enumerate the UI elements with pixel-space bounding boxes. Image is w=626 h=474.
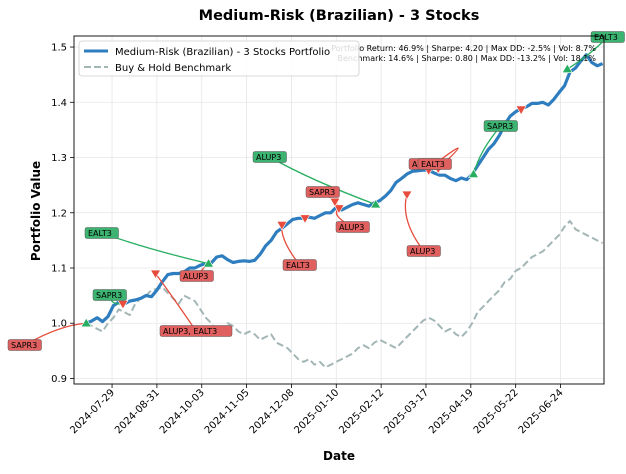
annotation-label: ALUP3 [256, 153, 281, 162]
x-axis-label: Date [323, 449, 355, 463]
annotation-label: SAPR3 [487, 122, 513, 131]
annotation-label-box [84, 227, 119, 239]
annotation-label-box [7, 339, 42, 351]
annotation-label: EALT3 [88, 229, 112, 238]
sell-marker [333, 204, 345, 214]
sell-marker [515, 105, 527, 116]
annotation-label-box [92, 289, 127, 301]
buy-marker [370, 198, 382, 209]
legend: Medium-Risk (Brazilian) - 3 Stocks Portf… [78, 40, 360, 77]
annotation-label-box [417, 158, 452, 170]
legend-box [78, 40, 360, 77]
annotation-connector [404, 194, 425, 252]
annotation-connector [281, 224, 301, 266]
buy-marker [561, 63, 573, 73]
y-tick-label: 1.3 [51, 153, 67, 164]
annotation-label: EALT3 [286, 261, 310, 270]
grid-lines [74, 36, 604, 384]
x-tick-label: 2025-02-12 [337, 387, 386, 436]
series-line-portfolio [85, 53, 604, 325]
x-tick-label: 2024-07-29 [68, 387, 117, 436]
annotation-label-box [483, 120, 518, 132]
annotation-label: SAPR3 [96, 291, 122, 300]
series-layer [85, 53, 604, 369]
annotation-label: EALT3 [594, 33, 618, 42]
y-tick-label: 1.0 [51, 319, 67, 330]
signal-markers [80, 63, 573, 328]
sell-marker [299, 214, 311, 224]
x-axis: 2024-07-292024-08-312024-10-032024-11-05… [68, 384, 566, 436]
sell-marker [276, 221, 288, 231]
y-axis: 0.9 1.0 1.1 1.2 1.3 1.4 1.5 [51, 43, 74, 385]
x-tick-label: 2024-11-05 [203, 387, 252, 436]
stats-line-portfolio: Portfolio Return: 46.9% | Sharpe: 4.20 |… [331, 44, 596, 53]
annotation-label-box [305, 186, 340, 198]
y-tick-label: 1.1 [51, 264, 67, 275]
annotation-label-box [252, 151, 287, 163]
stats-box: Portfolio Return: 46.9% | Sharpe: 4.20 |… [331, 44, 596, 63]
chart-title: Medium-Risk (Brazilian) - 3 Stocks [199, 8, 480, 24]
annotation-label: ALUP3 [183, 272, 208, 281]
legend-label-portfolio: Medium-Risk (Brazilian) - 3 Stocks Portf… [115, 47, 330, 58]
x-tick-label: 2025-06-24 [517, 387, 566, 436]
x-tick-label: 2025-05-22 [472, 387, 521, 436]
annotation-label: ALUP3 [339, 223, 364, 232]
annotation-label: SAPR3 [11, 341, 37, 350]
annotation-label-box [335, 221, 370, 233]
buy-marker [80, 317, 92, 328]
y-axis-label: Portfolio Value [29, 161, 43, 261]
plot-frame [73, 35, 605, 385]
annotation-connector [155, 273, 197, 332]
buy-marker [203, 257, 215, 268]
annotation-label: EALT3 [421, 160, 445, 169]
legend-label-benchmark: Buy & Hold Benchmark [115, 63, 231, 74]
y-tick-label: 1.4 [51, 98, 67, 109]
x-tick-label: 2025-01-10 [293, 387, 342, 436]
annotation-label: SAPR3 [309, 188, 335, 197]
sell-marker [401, 190, 413, 201]
x-tick-label: 2024-10-03 [158, 387, 207, 436]
sell-marker [150, 269, 162, 280]
buy-marker [468, 168, 480, 178]
stats-line-benchmark: Benchmark: 14.6% | Sharpe: 0.80 | Max DD… [337, 54, 596, 63]
series-line-benchmark [85, 220, 604, 369]
sell-marker [117, 300, 129, 310]
annotation-label-box [159, 325, 233, 337]
y-tick-label: 0.9 [51, 374, 67, 385]
y-tick-label: 1.2 [51, 208, 67, 219]
sell-marker [329, 197, 341, 208]
annotation-label-box [179, 270, 214, 282]
x-tick-label: 2024-12-08 [248, 387, 297, 436]
x-tick-label: 2024-08-31 [113, 387, 162, 436]
annotation-label-box [406, 245, 441, 257]
y-tick-label: 1.5 [51, 43, 67, 54]
annotation-label-box [282, 259, 317, 271]
annotation-label: ALUP3, EALT3 [163, 327, 217, 336]
annotation-label-box [590, 31, 625, 43]
annotation-label: ALUP3 [410, 247, 435, 256]
annotation-labels: SAPR3 SAPR3 ALUP3, EALT3 EALT3 ALUP3 ALUP3 EAL… [7, 31, 625, 351]
x-tick-label: 2025-04-19 [427, 387, 476, 436]
x-tick-label: 2025-03-17 [382, 387, 431, 436]
